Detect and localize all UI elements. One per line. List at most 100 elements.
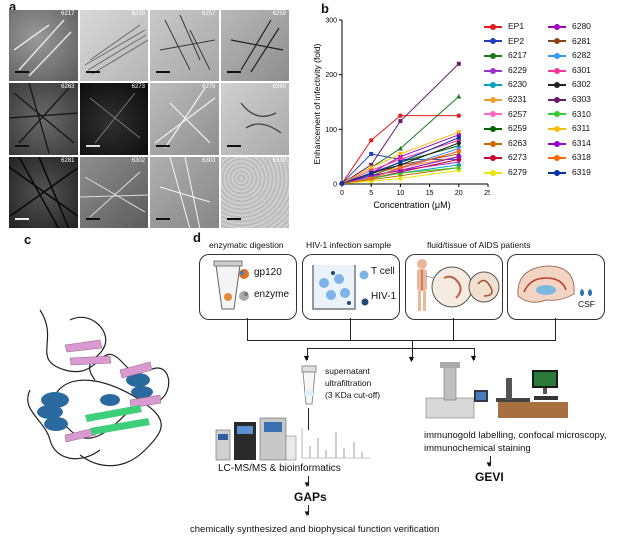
human-body-illustration <box>417 259 500 311</box>
legend-label: 6319 <box>572 167 591 177</box>
legend-marker <box>554 23 560 30</box>
x-tick-label: 10 <box>397 190 405 197</box>
csf-label: CSF <box>578 299 595 309</box>
legend-marker <box>490 52 496 59</box>
legend-label: EP1 <box>508 21 525 31</box>
legend-item: 6229 <box>484 64 527 76</box>
tem-label: 6279 <box>202 84 216 91</box>
tem-label: 6281 <box>61 157 75 164</box>
data-point <box>369 171 374 176</box>
legend-marker <box>554 111 560 118</box>
scale-bar <box>156 71 170 74</box>
tem-label: 6259 <box>272 11 286 17</box>
legend-label: 6318 <box>572 152 591 163</box>
tem-label: 6217 <box>61 11 75 17</box>
tem-label: 6302 <box>131 157 145 164</box>
legend-marker <box>554 96 560 103</box>
legend-item: 6302 <box>548 78 591 90</box>
data-point <box>398 176 403 181</box>
box3-title: fluid/tissue of AIDS patients <box>427 240 531 250</box>
legend-swatch <box>548 140 566 147</box>
connector <box>247 340 556 341</box>
x-tick-label: 5 <box>369 190 373 197</box>
enzyme-label: enzyme <box>254 289 290 300</box>
data-point <box>397 151 403 157</box>
x-axis-label: Concentration (μM) <box>373 200 450 210</box>
t-cell-label: T cell <box>371 266 395 277</box>
connector <box>308 408 309 430</box>
legend-swatch <box>548 82 566 89</box>
data-point <box>398 119 403 124</box>
data-point <box>456 151 462 156</box>
arrow-down-icon: ▼ <box>469 353 478 363</box>
legend-swatch <box>548 23 566 30</box>
legend-label: 6229 <box>508 64 527 75</box>
immuno-label-1: immunogold labelling, confocal microscop… <box>424 430 607 441</box>
mass-spectrum-illustration <box>301 428 370 459</box>
tem-image: 6319 <box>220 156 289 228</box>
legend-label: 6280 <box>572 21 591 31</box>
csf-box: CSF <box>507 254 605 320</box>
connector <box>350 318 351 340</box>
legend-item: 6319 <box>548 166 591 178</box>
culture-dish-icon <box>312 265 356 310</box>
legend-marker <box>554 125 560 132</box>
data-point <box>456 140 461 146</box>
scale-bar <box>15 218 29 220</box>
gp120-label: gp120 <box>254 267 282 278</box>
legend-swatch <box>548 155 566 162</box>
legend-label: 6311 <box>572 123 591 134</box>
connector <box>307 348 474 349</box>
tem-image: 6302 <box>79 156 148 228</box>
x-tick-label: 15 <box>426 190 434 197</box>
tem-image: 6259 <box>220 10 289 82</box>
panel-label-b: b <box>321 1 329 16</box>
legend-marker <box>490 155 496 162</box>
legend-item: 6318 <box>548 151 591 163</box>
legend-item: 6257 <box>484 108 527 120</box>
connector <box>247 318 248 340</box>
legend-item: 6231 <box>484 93 527 105</box>
tem-micrograph-grid: 6217 6230 6257 6259 6263 6273 6279 6280 … <box>9 10 289 228</box>
legend-item: 6273 <box>484 151 527 163</box>
legend-item: 6259 <box>484 122 527 134</box>
legend-marker <box>490 125 496 132</box>
data-point <box>456 132 461 137</box>
data-point <box>456 153 462 160</box>
legend-label: 6303 <box>572 94 591 104</box>
legend-swatch <box>548 111 566 118</box>
scale-bar <box>226 218 241 220</box>
legend-label: 6259 <box>508 123 527 134</box>
legend-label: 6257 <box>508 108 527 119</box>
scale-bar <box>15 71 29 74</box>
legend-label: 6273 <box>508 152 527 163</box>
y-tick-label: 100 <box>325 127 337 134</box>
y-tick-label: 200 <box>325 72 337 79</box>
legend-item: 6263 <box>484 137 527 149</box>
connector <box>555 318 556 340</box>
legend-swatch <box>548 96 566 103</box>
connector <box>307 348 308 360</box>
tem-label: 6319 <box>272 157 286 164</box>
scale-bar <box>15 144 29 147</box>
legend-item: 6301 <box>548 64 591 76</box>
series-line <box>341 147 459 184</box>
legend-swatch <box>484 38 502 45</box>
lc-ms-instrument-illustration <box>215 417 297 461</box>
data-point <box>456 61 461 66</box>
x-tick-label: 20 <box>455 190 463 197</box>
series-line <box>341 167 459 184</box>
cutoff-label: (3 KDa cut-off) <box>325 390 381 400</box>
ultrafiltration-tube-icon <box>301 365 317 405</box>
legend-item: 6314 <box>548 137 591 149</box>
legend-label: 6302 <box>572 79 591 90</box>
legend-marker <box>490 82 496 89</box>
data-point <box>456 135 461 140</box>
legend-swatch <box>484 155 502 162</box>
legend-item: 6311 <box>548 122 590 134</box>
scale-bar <box>226 71 241 74</box>
data-point <box>369 138 374 143</box>
scale-bar <box>85 218 100 220</box>
legend-item: 6217 <box>484 49 527 61</box>
tem-image: 6303 <box>150 156 219 228</box>
